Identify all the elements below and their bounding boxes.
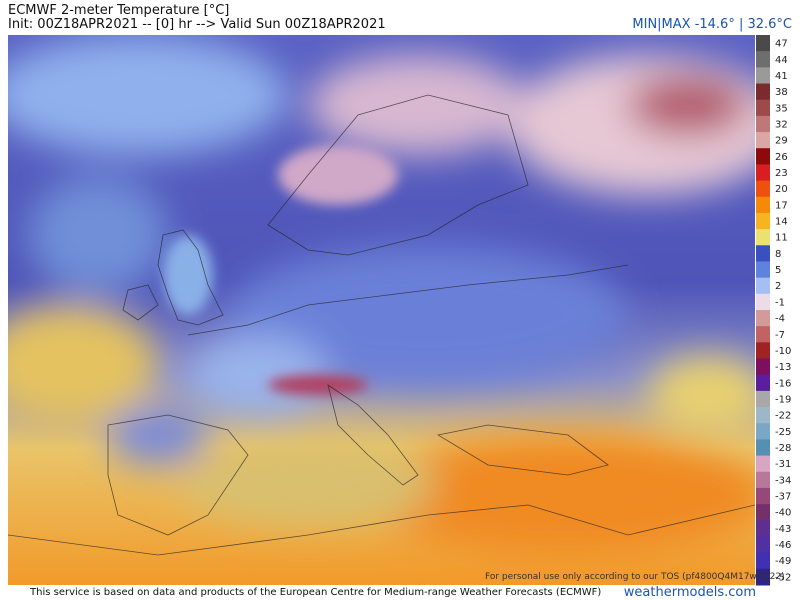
colorbar-label: -1	[775, 297, 785, 308]
color-cell	[756, 342, 770, 360]
color-cell	[756, 245, 770, 262]
colorbar-label: 26	[775, 152, 788, 163]
colorbar-label: 44	[775, 55, 788, 66]
color-cell	[756, 229, 770, 246]
color-cell	[756, 536, 770, 554]
color-cell	[756, 520, 770, 537]
color-cell	[756, 471, 770, 489]
color-cell	[756, 552, 770, 570]
color-cell	[756, 99, 770, 117]
colorbar-label: -4	[775, 314, 785, 325]
color-cell	[756, 132, 770, 149]
color-cell	[756, 439, 770, 457]
colorbar-label: -28	[775, 443, 791, 454]
color-cell	[756, 504, 770, 521]
colorbar-label: -19	[775, 394, 791, 405]
color-cell	[756, 180, 770, 198]
colorbar-label: 2	[775, 281, 781, 292]
colorbar-label: 5	[775, 265, 781, 276]
colorbar-label: -49	[775, 556, 791, 567]
color-cell	[756, 51, 770, 68]
color-cell	[756, 390, 770, 408]
colorbar-label: -34	[775, 475, 791, 486]
color-cell	[756, 35, 770, 52]
colorbar-label: -13	[775, 362, 791, 373]
color-cell	[756, 293, 770, 311]
colorbar-label: 32	[775, 119, 788, 130]
color-cell	[756, 455, 770, 473]
color-cell	[756, 277, 770, 295]
colorbar: 47 44 41 38 35 32 29 26 23 20 17 14 11 8 5 2 -1 -4 -7 -10 -1…	[756, 35, 791, 586]
colorbar-label: -52	[775, 572, 791, 583]
colorbar-label: -37	[775, 492, 791, 503]
colorbar-label: 35	[775, 103, 788, 114]
colorbar-label: -25	[775, 427, 791, 438]
colorbar-label: -46	[775, 540, 791, 551]
colorbar-label: 47	[775, 39, 788, 50]
footer-notice: This service is based on data and produc…	[30, 587, 602, 598]
site-link[interactable]: weathermodels.com	[623, 585, 756, 600]
color-cell	[756, 423, 770, 440]
color-cell	[756, 568, 770, 586]
colorbar-label: 20	[775, 184, 788, 195]
color-cell	[756, 196, 770, 214]
title: ECMWF 2-meter Temperature [°C]	[8, 3, 230, 18]
color-cell	[756, 83, 770, 101]
colorbar-label: -10	[775, 346, 791, 357]
colorbar-label: -40	[775, 508, 791, 519]
colorbar-label: 41	[775, 71, 788, 82]
colorbar-label: -7	[775, 330, 785, 341]
color-cell	[756, 487, 770, 505]
color-cell	[756, 261, 770, 279]
color-cell	[756, 310, 770, 327]
colorbar-label: 8	[775, 249, 781, 260]
color-cell	[756, 148, 770, 165]
colorbar-label: 38	[775, 87, 788, 98]
map	[8, 35, 755, 585]
colorbar-label: -43	[775, 524, 791, 535]
colorbar-label: -22	[775, 411, 791, 422]
colorbar-label: 11	[775, 233, 788, 244]
colorbar-label: -31	[775, 459, 791, 470]
colorbar-label: 23	[775, 168, 788, 179]
color-cell	[756, 326, 770, 343]
color-cell	[756, 67, 770, 85]
min-max: MIN|MAX -14.6° | 32.6°C	[632, 17, 792, 32]
tos-note: For personal use only according to our T…	[485, 572, 785, 582]
color-cell	[756, 358, 770, 376]
colorbar-label: 14	[775, 217, 788, 228]
color-cell	[756, 115, 770, 133]
colorbar-label: 29	[775, 136, 788, 147]
color-cell	[756, 212, 770, 230]
colorbar-label: -16	[775, 378, 791, 389]
color-cell	[756, 164, 770, 182]
color-cell	[756, 407, 770, 424]
subtitle: Init: 00Z18APR2021 -- [0] hr --> Valid S…	[8, 17, 386, 32]
color-cell	[756, 374, 770, 392]
colorbar-label: 17	[775, 200, 788, 211]
